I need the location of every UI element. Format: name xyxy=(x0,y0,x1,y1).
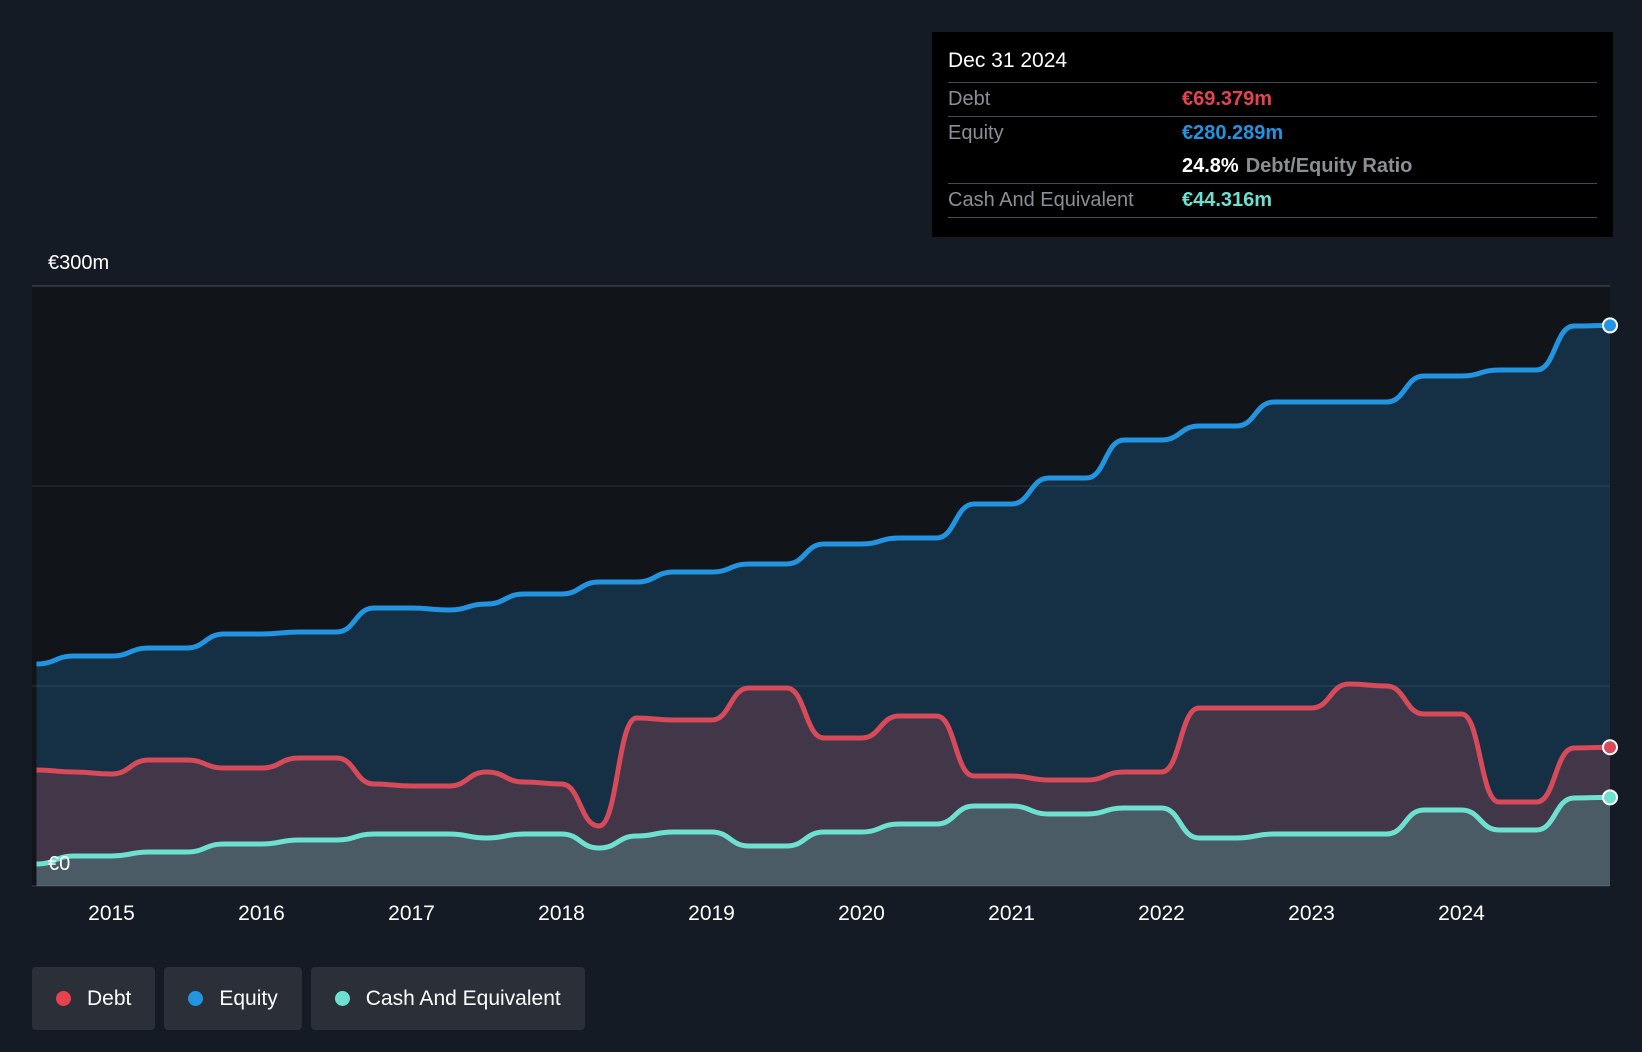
gridlines xyxy=(32,285,1610,887)
x-tick-label: 2023 xyxy=(1288,902,1335,925)
legend-item-cash[interactable]: Cash And Equivalent xyxy=(310,967,585,1030)
legend-label-equity: Equity xyxy=(219,986,278,1010)
legend-dot-cash xyxy=(334,991,350,1006)
debt-end-point[interactable] xyxy=(1602,739,1618,756)
x-axis-ticks: 2015 2016 2017 2018 2019 2020 2021 2022 2023 2024 xyxy=(88,902,1485,925)
tooltip-row-equity: Equity €280.289m xyxy=(948,117,1597,150)
tooltip-date: Dec 31 2024 xyxy=(948,46,1597,83)
x-tick-label: 2016 xyxy=(238,902,285,925)
x-tick-label: 2024 xyxy=(1438,902,1485,925)
equity-line xyxy=(36,322,1611,667)
y-tick-label-max: €300m xyxy=(48,252,109,274)
equity-end-point[interactable] xyxy=(1602,317,1618,334)
legend-dot-debt xyxy=(56,991,71,1006)
tooltip-row-cash: Cash And Equivalent €44.316m xyxy=(948,184,1597,218)
x-tick-label: 2020 xyxy=(838,902,885,925)
cash-end-point[interactable] xyxy=(1602,789,1618,806)
equity-area xyxy=(36,325,1610,886)
tooltip-row-debt: Debt €69.379m xyxy=(948,83,1597,117)
series-lines xyxy=(36,322,1611,867)
tooltip-debt-label: Debt xyxy=(948,88,991,110)
x-tick-label: 2022 xyxy=(1138,902,1185,925)
legend-item-debt[interactable]: Debt xyxy=(32,967,156,1030)
legend-dot-equity xyxy=(188,991,204,1006)
cash-line xyxy=(36,794,1611,867)
x-tick-label: 2015 xyxy=(88,902,135,925)
tooltip-debt-value: €69.379m xyxy=(1182,88,1273,110)
plot-background xyxy=(32,286,1610,886)
debt-line xyxy=(36,681,1611,829)
chart-legend: Debt Equity Cash And Equivalent xyxy=(32,967,585,1030)
tooltip-ratio-value: 24.8% xyxy=(1182,155,1239,177)
tooltip-row-ratio: 24.8% Debt/Equity Ratio xyxy=(948,150,1597,184)
x-tick-label: 2017 xyxy=(388,902,435,925)
tooltip-cash-label: Cash And Equivalent xyxy=(948,189,1134,211)
x-tick-label: 2021 xyxy=(988,902,1035,925)
legend-label-cash: Cash And Equivalent xyxy=(365,986,561,1010)
cash-area xyxy=(36,797,1610,886)
x-tick-label: 2018 xyxy=(538,902,585,925)
data-tooltip: Dec 31 2024 Debt €69.379m Equity €280.28… xyxy=(932,32,1613,237)
tooltip-ratio-label: Debt/Equity Ratio xyxy=(1245,155,1413,177)
tooltip-cash-value: €44.316m xyxy=(1182,189,1273,211)
legend-item-equity[interactable]: Equity xyxy=(164,967,302,1030)
tooltip-equity-label: Equity xyxy=(948,122,1004,144)
tooltip-equity-value: €280.289m xyxy=(1182,122,1284,144)
series-end-markers xyxy=(1602,317,1618,806)
legend-label-debt: Debt xyxy=(87,986,132,1010)
x-tick-label: 2019 xyxy=(688,902,735,925)
y-tick-label-zero: €0 xyxy=(48,853,70,875)
